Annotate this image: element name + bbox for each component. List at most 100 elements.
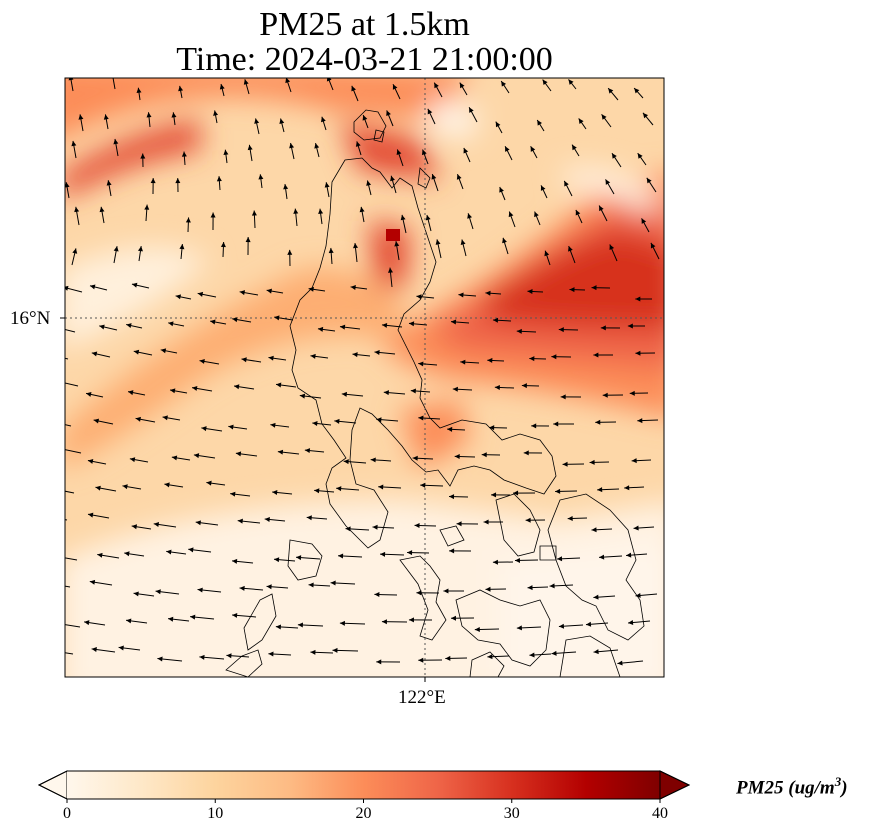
wind-arrow [264, 517, 286, 522]
wind-arrow [193, 453, 216, 459]
wind-arrow [243, 79, 250, 95]
wind-arrow [408, 617, 433, 623]
wind-arrow [171, 455, 191, 461]
wind-arrow [449, 548, 472, 554]
wind-arrow [341, 391, 364, 397]
wind-arrow [450, 319, 470, 325]
wind-arrow [530, 146, 538, 159]
colorbar-tick-label: 40 [652, 805, 668, 822]
wind-arrow [308, 286, 326, 292]
wind-arrow [598, 205, 608, 222]
wind-arrow [633, 525, 655, 531]
wind-arrow [637, 418, 659, 424]
wind-arrow [270, 422, 290, 428]
wind-arrow [407, 550, 430, 556]
wind-arrow [275, 382, 297, 388]
wind-arrow [133, 591, 155, 597]
wind-arrow [197, 587, 222, 593]
wind-arrow [219, 83, 225, 97]
wind-arrow [352, 352, 371, 358]
wind-arrow [351, 85, 359, 102]
wind-arrow [226, 653, 250, 659]
wind-arrow [370, 457, 392, 463]
wind-arrow [285, 78, 292, 93]
wind-arrow [89, 579, 113, 586]
wind-arrow [558, 327, 579, 333]
wind-arrow [304, 448, 325, 454]
wind-arrow [317, 326, 336, 332]
wind-arrow [626, 552, 648, 558]
wind-arrow [175, 294, 192, 300]
wind-arrow [450, 615, 475, 621]
colorbar-extend-low [37, 770, 68, 800]
latitude-tick-label: 16°N [10, 308, 51, 329]
wind-arrow [126, 323, 143, 329]
wind-arrow [637, 152, 647, 166]
wind-arrow [633, 87, 644, 99]
colorbar-label: PM25 (ug/m3) [736, 774, 848, 799]
wind-arrow [459, 82, 468, 96]
wind-arrow [516, 328, 537, 334]
wind-arrow [133, 349, 153, 356]
wind-arrow [230, 491, 251, 497]
wind-arrow [164, 482, 184, 488]
wind-arrow [529, 356, 547, 362]
wind-arrow [314, 488, 335, 494]
wind-arrow [65, 424, 72, 427]
wind-arrow [500, 80, 510, 94]
wind-arrow [359, 206, 365, 223]
wind-arrow [456, 173, 464, 190]
wind-arrow [540, 185, 548, 199]
wind-arrow [103, 114, 109, 130]
colorbar-extend-high [659, 770, 691, 800]
wind-arrow [74, 206, 80, 226]
wind-arrow [332, 647, 359, 653]
wind-arrow [168, 321, 185, 327]
wind-arrow [197, 291, 217, 298]
wind-arrow [562, 461, 585, 467]
wind-arrow [408, 321, 428, 327]
wind-arrow [185, 217, 191, 233]
wind-arrow [157, 656, 183, 662]
wind-arrow [383, 390, 406, 396]
wind-arrow [65, 182, 70, 199]
colorbar-tick-label: 20 [355, 805, 372, 822]
wind-arrow [514, 557, 539, 563]
wind-arrow [201, 426, 223, 432]
wind-arrow [531, 423, 550, 429]
wind-arrow [563, 180, 573, 197]
wind-arrow [481, 452, 501, 458]
wind-arrow [65, 557, 78, 561]
wind-arrow [136, 87, 142, 101]
wind-arrow [160, 348, 178, 354]
wind-arrow [137, 246, 143, 262]
wind-arrow [295, 555, 321, 561]
wind-arrow [448, 494, 469, 500]
wind-arrow [216, 176, 222, 191]
wind-arrow [171, 112, 177, 126]
wind-arrow [266, 288, 284, 294]
wind-arrow [416, 294, 435, 300]
wind-arrow [386, 110, 394, 127]
wind-arrow [188, 547, 212, 553]
wind-arrow [195, 520, 219, 526]
wind-arrow [258, 174, 264, 189]
wind-arrow [489, 425, 508, 431]
wind-arrow [65, 328, 76, 333]
wind-arrow [631, 458, 652, 464]
wind-arrow [355, 141, 362, 156]
wind-arrow [233, 384, 255, 390]
wind-arrow [310, 649, 334, 655]
wind-arrow [400, 214, 407, 234]
wind-arrow [279, 118, 285, 133]
wind-arrow [213, 110, 219, 124]
wind-arrow [494, 384, 515, 390]
wind-arrow [380, 551, 405, 557]
wind-arrow [191, 385, 213, 392]
wind-arrow [153, 522, 177, 528]
wind-arrow [99, 206, 105, 224]
wind-arrow [502, 237, 509, 255]
wind-arrow [433, 82, 443, 98]
wind-arrow [551, 650, 577, 656]
